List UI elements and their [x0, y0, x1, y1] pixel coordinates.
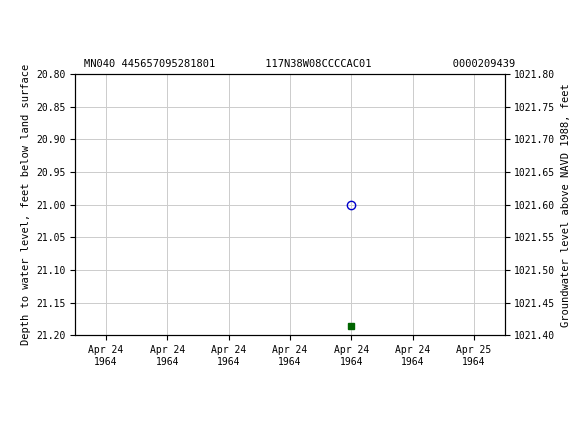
Text: ≈USGS: ≈USGS: [82, 18, 169, 38]
Y-axis label: Groundwater level above NAVD 1988, feet: Groundwater level above NAVD 1988, feet: [561, 83, 571, 326]
Y-axis label: Depth to water level, feet below land surface: Depth to water level, feet below land su…: [21, 64, 31, 345]
Text: MN040 445657095281801        117N38W08CCCCAC01             0000209439: MN040 445657095281801 117N38W08CCCCAC01 …: [84, 58, 515, 68]
